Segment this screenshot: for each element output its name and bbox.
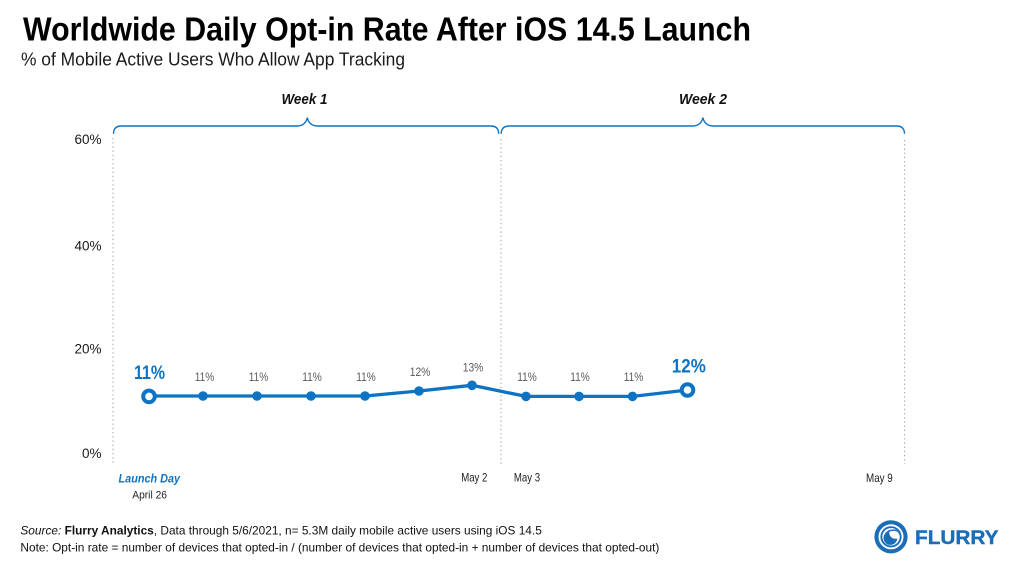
svg-text:Week 2: Week 2 bbox=[679, 91, 728, 108]
svg-text:20%: 20% bbox=[74, 341, 101, 356]
svg-text:FLURRY: FLURRY bbox=[915, 527, 999, 549]
svg-text:60%: 60% bbox=[74, 132, 101, 147]
svg-text:12%: 12% bbox=[672, 357, 706, 378]
svg-text:11%: 11% bbox=[570, 370, 590, 384]
svg-text:11%: 11% bbox=[356, 370, 376, 384]
svg-text:12%: 12% bbox=[410, 365, 431, 379]
svg-text:May 9: May 9 bbox=[866, 471, 893, 485]
svg-text:Week 1: Week 1 bbox=[282, 91, 328, 108]
svg-text:Worldwide Daily Opt-in Rate Af: Worldwide Daily Opt-in Rate After iOS 14… bbox=[23, 10, 751, 47]
svg-text:April 26: April 26 bbox=[132, 489, 167, 501]
svg-text:May 2: May 2 bbox=[461, 470, 487, 484]
svg-text:11%: 11% bbox=[302, 370, 322, 384]
svg-text:Launch Day: Launch Day bbox=[119, 471, 182, 485]
svg-text:13%: 13% bbox=[463, 360, 484, 374]
svg-text:% of Mobile Active Users Who A: % of Mobile Active Users Who Allow App T… bbox=[21, 50, 405, 70]
svg-text:11%: 11% bbox=[249, 370, 269, 384]
svg-text:11%: 11% bbox=[517, 370, 537, 384]
svg-text:40%: 40% bbox=[74, 239, 101, 254]
svg-text:Source: Flurry Analytics, Data: Source: Flurry Analytics, Data through 5… bbox=[20, 523, 542, 537]
svg-text:0%: 0% bbox=[82, 446, 102, 461]
svg-text:11%: 11% bbox=[195, 370, 215, 384]
svg-text:Note: Opt-in rate = number of: Note: Opt-in rate = number of devices th… bbox=[20, 541, 659, 555]
svg-text:11%: 11% bbox=[134, 363, 165, 384]
svg-text:May 3: May 3 bbox=[514, 470, 540, 484]
svg-text:11%: 11% bbox=[624, 370, 644, 384]
